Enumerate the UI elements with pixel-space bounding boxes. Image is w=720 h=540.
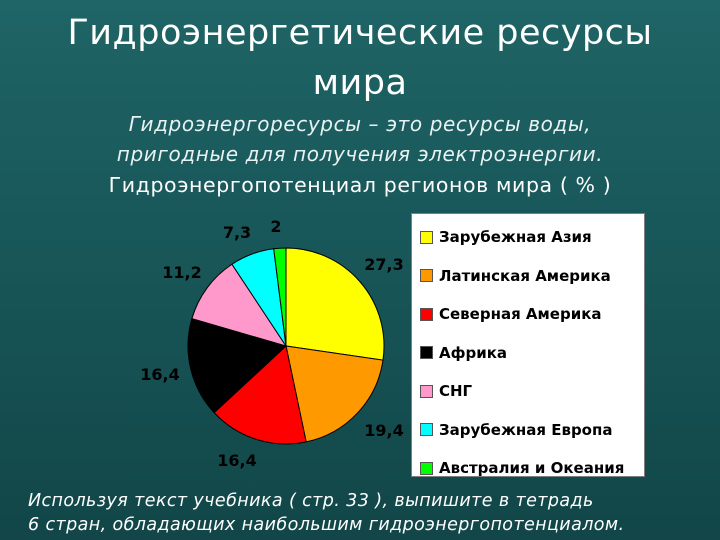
legend-label-3: Африка bbox=[439, 343, 508, 362]
legend-label-4: СНГ bbox=[439, 382, 473, 400]
data-label-2: 16,4 bbox=[217, 451, 256, 470]
pie-slice-2 bbox=[213, 345, 307, 445]
title-line-1: Гидроэнергетические ресурсы bbox=[67, 13, 653, 53]
footer-line-1: Используя текст учебника ( стр. 33 ), вы… bbox=[28, 491, 594, 511]
subtitle-line-1: Гидроэнергоресурсы – это ресурсы воды, bbox=[128, 112, 592, 136]
title-line-2: мира bbox=[312, 63, 408, 103]
legend-item-2: Северная Америка bbox=[420, 304, 602, 324]
pie-slice-6 bbox=[273, 247, 287, 347]
data-label-3: 16,4 bbox=[140, 365, 179, 384]
pie-slice-3 bbox=[187, 318, 287, 414]
data-label-6: 2 bbox=[270, 217, 281, 236]
legend-swatch-1 bbox=[420, 269, 433, 282]
legend-label-0: Зарубежная Азия bbox=[439, 228, 592, 246]
legend-swatch-5 bbox=[420, 423, 433, 436]
data-label-4: 11,2 bbox=[162, 263, 201, 282]
legend-label-1: Латинская Америка bbox=[439, 266, 611, 285]
legend-swatch-3 bbox=[420, 346, 433, 359]
data-label-5: 7,3 bbox=[223, 223, 251, 242]
footer-line-2: 6 стран, обладающих наибольшим гидроэнер… bbox=[28, 515, 625, 535]
subtitle-line-2: пригодные для получения электроэнергии. bbox=[116, 142, 604, 166]
legend-swatch-0 bbox=[420, 230, 433, 244]
pie-slice-1 bbox=[285, 345, 384, 443]
legend-item-6: Австралия и Океания bbox=[420, 458, 624, 478]
chart-heading: Гидроэнергопотенциал регионов мира ( % ) bbox=[108, 173, 612, 197]
footer-instruction: Используя текст учебника ( стр. 33 ), вы… bbox=[28, 489, 718, 537]
legend-swatch-4 bbox=[420, 384, 433, 398]
chart-legend: Зарубежная Азия Латинская Америка Северная… bbox=[411, 213, 645, 477]
legend-swatch-6 bbox=[420, 461, 433, 475]
legend-item-0: Зарубежная Азия bbox=[420, 227, 592, 247]
pie-slice-0 bbox=[285, 247, 385, 361]
slide-title: Гидроэнергетические ресурсы мира bbox=[0, 8, 720, 108]
data-label-0: 27,3 bbox=[364, 255, 403, 274]
legend-swatch-2 bbox=[420, 307, 433, 321]
data-label-1: 19,4 bbox=[364, 421, 403, 440]
legend-item-4: СНГ bbox=[420, 381, 472, 401]
pie-slice-4 bbox=[191, 263, 288, 347]
legend-item-3: Африка bbox=[420, 343, 507, 363]
subtitle: Гидроэнергоресурсы – это ресурсы воды, п… bbox=[0, 109, 720, 169]
legend-item-1: Латинская Америка bbox=[420, 266, 611, 286]
legend-label-6: Австралия и Океания bbox=[439, 459, 625, 477]
legend-label-2: Северная Америка bbox=[439, 305, 602, 323]
legend-item-5: Зарубежная Европа bbox=[420, 420, 612, 440]
legend-label-5: Зарубежная Европа bbox=[439, 420, 613, 439]
